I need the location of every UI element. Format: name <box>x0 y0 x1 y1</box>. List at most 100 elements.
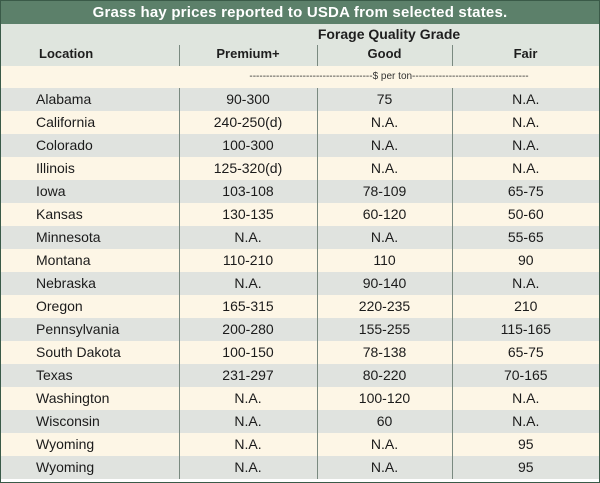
fair-cell: 50-60 <box>451 203 599 226</box>
table-row: Wisconsin N.A. 60 N.A. <box>1 410 599 433</box>
location-cell: Oregon <box>1 295 179 318</box>
good-cell: N.A. <box>316 111 452 134</box>
good-cell: 60 <box>316 410 452 433</box>
fair-cell: N.A. <box>451 88 599 111</box>
fair-cell: 65-75 <box>451 341 599 364</box>
table-row: Kansas 130-135 60-120 50-60 <box>1 203 599 226</box>
good-cell: 100-120 <box>316 387 452 410</box>
column-divider <box>317 45 318 66</box>
premium-cell: N.A. <box>178 456 317 479</box>
price-table-body: Alabama 90-300 75 N.A. California 240-250(d) N… <box>1 88 599 479</box>
location-cell: Texas <box>1 364 179 387</box>
premium-cell: 100-150 <box>178 341 317 364</box>
fair-cell: N.A. <box>451 272 599 295</box>
fair-cell: N.A. <box>451 111 599 134</box>
premium-cell: N.A. <box>178 410 317 433</box>
table-row: Colorado 100-300 N.A. N.A. <box>1 134 599 157</box>
premium-cell: 165-315 <box>178 295 317 318</box>
fair-cell: 70-165 <box>451 364 599 387</box>
location-cell: Colorado <box>1 134 179 157</box>
table-row: Pennsylvania 200-280 155-255 115-165 <box>1 318 599 341</box>
good-cell: 220-235 <box>316 295 452 318</box>
good-cell: 110 <box>316 249 452 272</box>
table-row: Nebraska N.A. 90-140 N.A. <box>1 272 599 295</box>
table-header: Forage Quality Grade Location Premium+ G… <box>1 24 599 66</box>
good-cell: N.A. <box>316 226 452 249</box>
table-row: South Dakota 100-150 78-138 65-75 <box>1 341 599 364</box>
location-cell: Alabama <box>1 88 179 111</box>
fair-cell: 115-165 <box>451 318 599 341</box>
fair-cell: 55-65 <box>451 226 599 249</box>
premium-column-header: Premium+ <box>216 46 280 61</box>
premium-cell: N.A. <box>178 272 317 295</box>
location-cell: Minnesota <box>1 226 179 249</box>
location-cell: Pennsylvania <box>1 318 179 341</box>
column-divider <box>452 45 453 66</box>
premium-cell: 110-210 <box>178 249 317 272</box>
fair-cell: 95 <box>451 456 599 479</box>
table-row: Iowa 103-108 78-109 65-75 <box>1 180 599 203</box>
premium-cell: 130-135 <box>178 203 317 226</box>
table-row: Wyoming N.A. N.A. 95 <box>1 456 599 479</box>
location-cell: California <box>1 111 179 134</box>
fair-cell: N.A. <box>451 157 599 180</box>
premium-cell: 200-280 <box>178 318 317 341</box>
premium-cell: N.A. <box>178 433 317 456</box>
good-cell: N.A. <box>316 456 452 479</box>
location-cell: Kansas <box>1 203 179 226</box>
good-cell: 80-220 <box>316 364 452 387</box>
premium-cell: 231-297 <box>178 364 317 387</box>
table-row: Oregon 165-315 220-235 210 <box>1 295 599 318</box>
location-cell: Nebraska <box>1 272 179 295</box>
location-cell: South Dakota <box>1 341 179 364</box>
premium-cell: 240-250(d) <box>178 111 317 134</box>
table-row: Montana 110-210 110 90 <box>1 249 599 272</box>
location-cell: Montana <box>1 249 179 272</box>
good-cell: 155-255 <box>316 318 452 341</box>
good-cell: 75 <box>316 88 452 111</box>
good-cell: 90-140 <box>316 272 452 295</box>
fair-cell: N.A. <box>451 387 599 410</box>
location-cell: Washington <box>1 387 179 410</box>
location-cell: Iowa <box>1 180 179 203</box>
location-cell: Wyoming <box>1 433 179 456</box>
fair-cell: 90 <box>451 249 599 272</box>
good-cell: N.A. <box>316 134 452 157</box>
premium-cell: 100-300 <box>178 134 317 157</box>
premium-cell: 90-300 <box>178 88 317 111</box>
fair-cell: 210 <box>451 295 599 318</box>
fair-cell: 95 <box>451 433 599 456</box>
premium-cell: 125-320(d) <box>178 157 317 180</box>
forage-quality-grade-heading: Forage Quality Grade <box>317 26 461 42</box>
location-column-header: Location <box>39 46 94 61</box>
table-row: Wyoming N.A. N.A. 95 <box>1 433 599 456</box>
column-divider <box>179 45 180 66</box>
fair-cell: 65-75 <box>451 180 599 203</box>
table-row: Washington N.A. 100-120 N.A. <box>1 387 599 410</box>
fair-cell: N.A. <box>451 134 599 157</box>
good-cell: N.A. <box>316 157 452 180</box>
table-title: Grass hay prices reported to USDA from s… <box>1 1 599 24</box>
fair-column-header: Fair <box>513 46 538 61</box>
unit-row: -------------------------------------$ p… <box>1 66 599 88</box>
location-cell: Illinois <box>1 157 179 180</box>
price-table: Alabama 90-300 75 N.A. California 240-250(d) N… <box>1 88 599 479</box>
good-column-header: Good <box>367 46 402 61</box>
table-row: California 240-250(d) N.A. N.A. <box>1 111 599 134</box>
location-cell: Wyoming <box>1 456 179 479</box>
good-cell: 78-138 <box>316 341 452 364</box>
table-row: Illinois 125-320(d) N.A. N.A. <box>1 157 599 180</box>
table-row: Alabama 90-300 75 N.A. <box>1 88 599 111</box>
fair-cell: N.A. <box>451 410 599 433</box>
good-cell: 78-109 <box>316 180 452 203</box>
table-row: Minnesota N.A. N.A. 55-65 <box>1 226 599 249</box>
good-cell: 60-120 <box>316 203 452 226</box>
table-row: Texas 231-297 80-220 70-165 <box>1 364 599 387</box>
unit-label: -------------------------------------$ p… <box>249 71 529 82</box>
premium-cell: N.A. <box>178 387 317 410</box>
location-cell: Wisconsin <box>1 410 179 433</box>
premium-cell: N.A. <box>178 226 317 249</box>
premium-cell: 103-108 <box>178 180 317 203</box>
good-cell: N.A. <box>316 433 452 456</box>
